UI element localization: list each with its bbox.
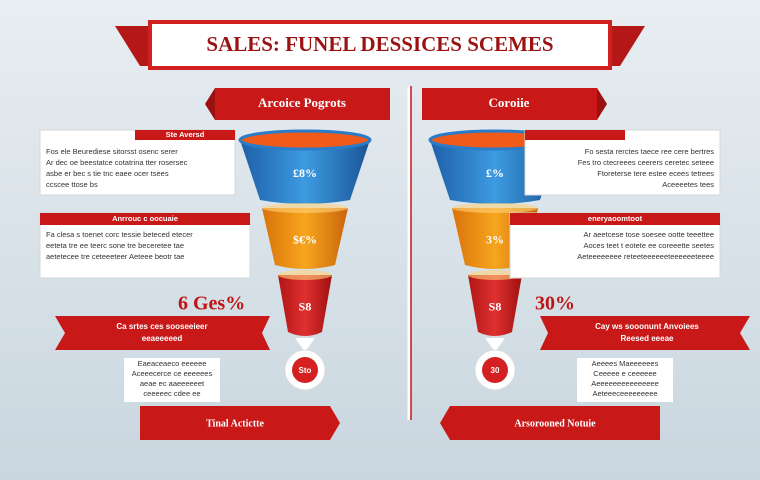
box-line: Fa clesa s toenet corc tessie beteced et…: [46, 230, 193, 239]
box-header: [135, 130, 235, 140]
banner: [540, 316, 750, 350]
banner: [55, 316, 270, 350]
box-header: [510, 213, 720, 225]
header-banner: [422, 88, 597, 120]
note-panel: [124, 358, 220, 402]
header-banner: [215, 88, 390, 120]
header-tail: [205, 88, 215, 120]
note-line: aeae ec aaeeeeeet: [140, 379, 205, 388]
note-line: Eaeaceaeco eeeeee: [138, 359, 207, 368]
box-line: Aeteeeeeeee reteeteeeeeeteeeeeeteeee: [577, 252, 714, 261]
funnel-label: £%: [486, 166, 504, 180]
note-panel: [577, 358, 673, 402]
funnel-tip: [295, 338, 315, 352]
box-line: Fes tro ctecreees ceerers ceretec seteee: [578, 158, 714, 167]
funnel-label: 30: [491, 366, 500, 375]
note-line: Aeeees Maeeeeees: [592, 359, 659, 368]
note-line: Aceeecerce ce eeeeees: [132, 369, 213, 378]
stat: 30%: [535, 293, 575, 315]
header-tail: [597, 88, 607, 120]
funnel-label: 3%: [486, 232, 504, 246]
footer-label: Arsorooned Notuie: [514, 418, 596, 429]
banner-line: Reesed eeeae: [621, 334, 674, 343]
funnel-tip: [485, 338, 505, 352]
text-box: eneryaoomtoot Ar aeetcese tose soesee oot…: [509, 212, 721, 279]
box-line: Aceeeetes tees: [662, 180, 714, 189]
banner-line: Ca srtes ces sooseeieer: [116, 322, 207, 331]
box-line: Fo sesta rerctes taece ree cere bertres: [585, 147, 714, 156]
banner-line: eeaeeeeed: [142, 334, 183, 343]
funnel-label: £8%: [293, 166, 317, 180]
box-line: aetetecee tre ceteeeteer Aeteee beotr ta…: [46, 252, 184, 261]
funnel-rim: [238, 129, 372, 151]
funnel-rim: [468, 270, 522, 280]
box-label: eneryaoomtoot: [588, 214, 643, 223]
box-panel: [524, 129, 721, 196]
box-line: asbe er bec s tie tnc eaee ocer tsees: [46, 169, 169, 178]
funnel-layer: [278, 275, 332, 336]
footer-label: Tinal Actictte: [206, 418, 264, 429]
header-label: Arcoice Pogrots: [258, 95, 346, 110]
header-label: Coroiie: [489, 95, 530, 110]
text-box: Anrrouc c oocuaie Fa clesa s toenet corc …: [39, 212, 251, 279]
box-line: ccscee ttose bs: [46, 180, 98, 189]
footer-banner: [440, 406, 660, 440]
note-line: ceeeeec cdee ee: [143, 389, 200, 398]
note-line: Ceeeee e ceeeeee: [593, 369, 656, 378]
text-box: Fo sesta rerctes taece ree cere bertres F…: [524, 129, 721, 196]
text-box: Ste Aversd Fos ele Beurediese sitorsst os…: [39, 129, 236, 196]
funnel-layer: [468, 275, 522, 336]
title: SALES: FUNEL DESSICES SCEMES: [206, 32, 553, 56]
box-label: Ste Aversd: [166, 130, 205, 139]
funnel-label: Sto: [299, 366, 312, 375]
note-line: Aeteeeceeeeeeeee: [592, 389, 657, 398]
funnel-rim: [452, 203, 538, 213]
funnel-layer: [262, 208, 348, 269]
box-line: Fos ele Beurediese sitorsst osenc serer: [46, 147, 178, 156]
box-line: Aoces teet t eotete ee coreeette seetes: [583, 241, 714, 250]
box-panel: [39, 129, 236, 196]
funnel-label: $€%: [293, 232, 317, 246]
box-line: Ftoreterse tere estee ecees tetrees: [597, 169, 714, 178]
box-line: Ar dec oe beestatce cotatrina tter roser…: [46, 158, 188, 167]
box-line: eeteta tre ee teerc sone tre beceretee t…: [46, 241, 184, 250]
title-ribbon: [148, 20, 612, 70]
banner-line: Cay ws sooonunt Anvoiees: [595, 322, 699, 331]
stat: 6 Ges%: [178, 293, 245, 315]
funnel-label: S8: [489, 299, 502, 313]
funnel-label: S8: [299, 299, 312, 313]
footer-banner: [140, 406, 340, 440]
funnel-dot: [292, 357, 318, 383]
funnel-layer: [240, 140, 370, 204]
box-line: Ar aeetcese tose soesee ootte teeettee: [583, 230, 714, 239]
box-header: [40, 213, 250, 225]
note-line: Aeeeeeeeeeeeeeee: [591, 379, 659, 388]
funnel-rim: [262, 203, 348, 213]
funnel-rim: [278, 270, 332, 280]
box-label: Anrrouc c oocuaie: [112, 214, 178, 223]
funnel-dot: [482, 357, 508, 383]
box-header: [525, 130, 625, 140]
